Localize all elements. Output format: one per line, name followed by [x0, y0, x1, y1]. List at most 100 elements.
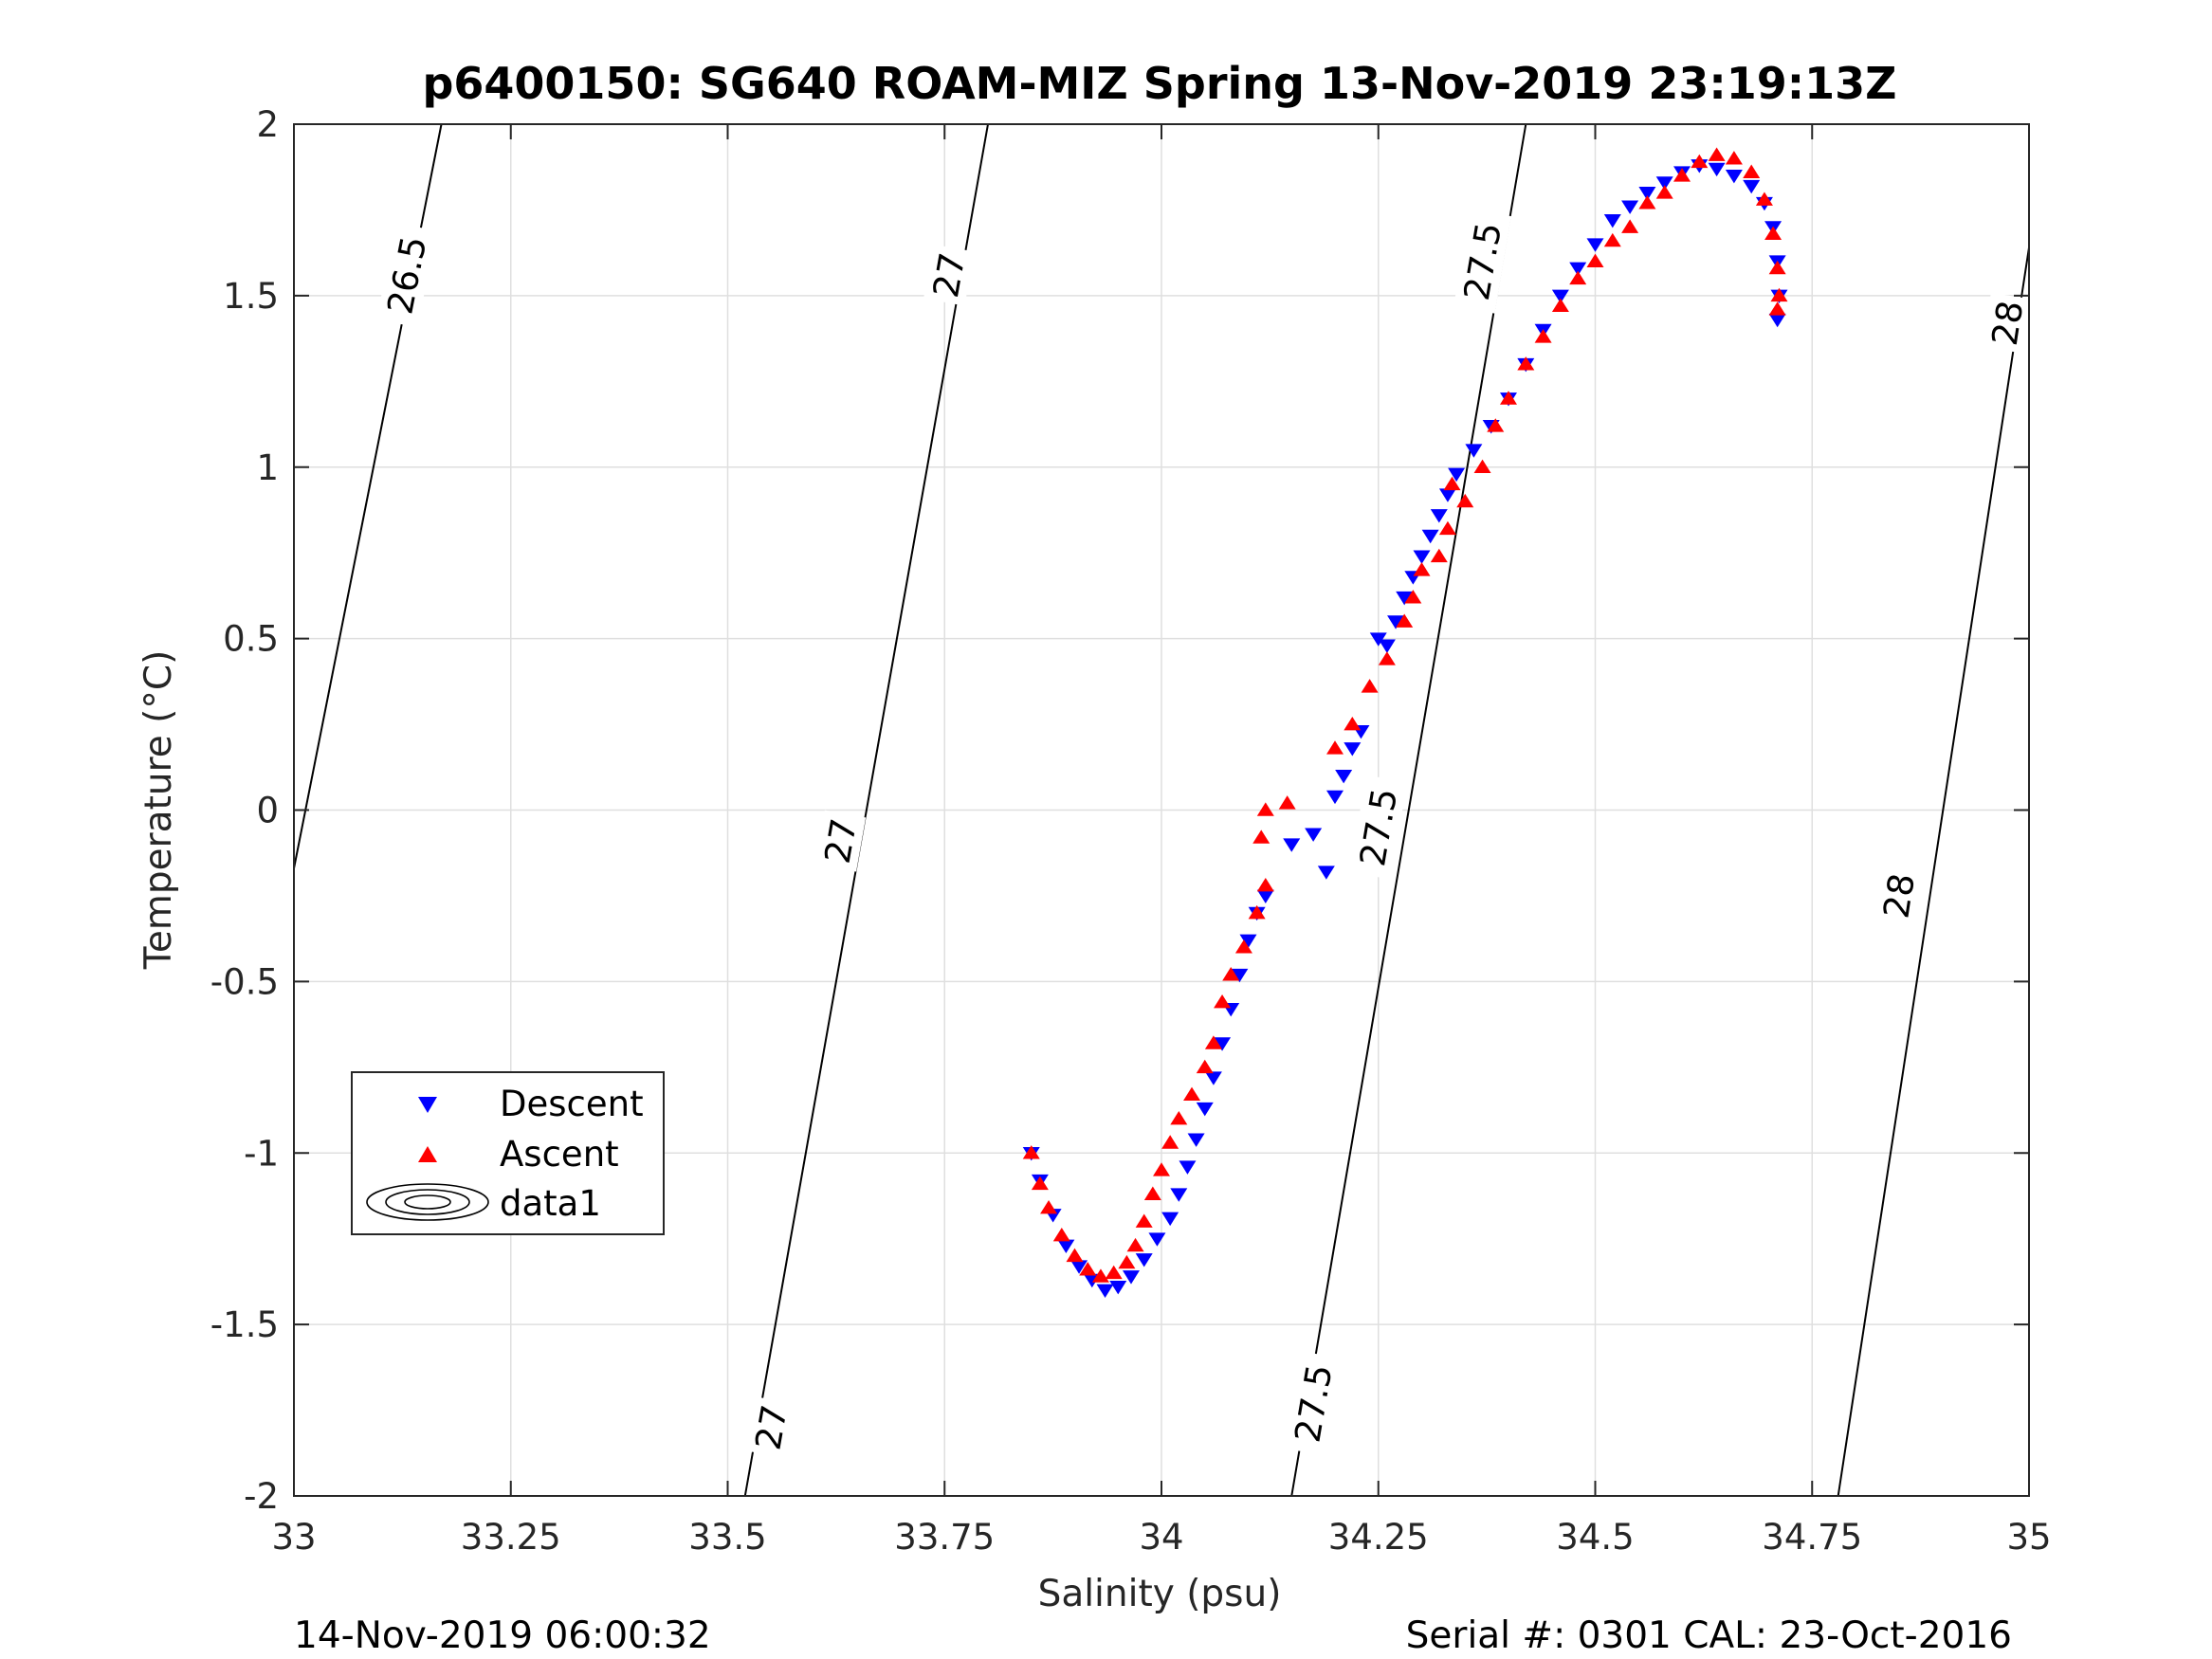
ascent-point-10 [1135, 1213, 1153, 1228]
svg-text:28: 28 [1984, 298, 2032, 348]
ascent-point-6 [1091, 1268, 1109, 1283]
y-tick-label-5: 0.5 [223, 619, 279, 660]
descent-point-20 [1239, 934, 1257, 949]
ascent-point-13 [1161, 1135, 1179, 1149]
ascent-point-41 [1534, 329, 1552, 343]
ascent-point-56 [1768, 260, 1786, 275]
descent-point-28 [1344, 742, 1362, 757]
x-tick-label-0: 33 [271, 1517, 316, 1558]
legend-contour-icon [366, 1183, 489, 1221]
ascent-point-33 [1430, 548, 1448, 563]
ascent-point-11 [1143, 1186, 1161, 1200]
ascent-point-21 [1248, 904, 1266, 920]
x-tick-label-8: 35 [2006, 1517, 2051, 1558]
contour-label-27-1: 27 [814, 810, 867, 872]
descent-point-30 [1369, 632, 1387, 647]
descent-point-19 [1231, 968, 1249, 983]
y-tick-label-8: 2 [256, 104, 279, 145]
ascent-point-46 [1621, 219, 1639, 233]
x-axis-label: Salinity (psu) [1038, 1573, 1282, 1615]
ascent-point-1 [1031, 1176, 1049, 1191]
ascent-point-53 [1743, 164, 1761, 178]
ascent-point-20 [1234, 939, 1252, 954]
descent-point-36 [1421, 529, 1439, 544]
ascent-point-35 [1443, 476, 1461, 491]
descent-point-11 [1161, 1212, 1179, 1227]
ascent-point-51 [1708, 147, 1726, 161]
ascent-point-23 [1252, 830, 1271, 844]
descent-point-6 [1096, 1284, 1114, 1299]
descent-point-15 [1196, 1102, 1214, 1117]
descent-point-3 [1057, 1239, 1075, 1254]
contour-label-28-1: 28 [1982, 292, 2033, 354]
descent-point-24 [1305, 828, 1323, 842]
descent-point-22 [1256, 889, 1274, 904]
ascent-point-54 [1755, 191, 1773, 206]
svg-text:27: 27 [747, 1402, 795, 1453]
ascent-point-40 [1517, 356, 1535, 371]
ascent-point-37 [1473, 459, 1491, 474]
y-axis-label: Temperature (°C) [137, 650, 180, 971]
ascent-point-24 [1256, 802, 1274, 816]
descent-point-13 [1179, 1160, 1197, 1175]
ascent-point-30 [1396, 613, 1414, 628]
descent-point-7 [1109, 1281, 1127, 1295]
descent-point-39 [1448, 467, 1466, 483]
isopycnal-27-5 [1290, 123, 1527, 1497]
descent-point-10 [1148, 1232, 1166, 1247]
descent-point-40 [1465, 444, 1483, 458]
ascent-point-36 [1456, 493, 1474, 508]
grid [293, 123, 2030, 1497]
ascent-point-17 [1204, 1035, 1222, 1049]
ascent-point-0 [1022, 1145, 1040, 1159]
ascent-point-12 [1153, 1162, 1170, 1176]
descent-point-48 [1603, 213, 1621, 228]
ascent-series [1022, 147, 1788, 1283]
ascent-point-38 [1487, 418, 1505, 432]
x-tick-label-4: 34 [1139, 1517, 1183, 1558]
descent-point-50 [1638, 187, 1656, 201]
descent-point-49 [1621, 200, 1639, 214]
descent-point-8 [1122, 1270, 1140, 1285]
descent-point-47 [1586, 238, 1604, 252]
contour-label-28-0: 28 [1874, 865, 1924, 926]
ascent-point-39 [1500, 391, 1517, 405]
y-tick-label-1: -1.5 [210, 1304, 279, 1345]
ascent-point-26 [1326, 740, 1344, 755]
x-tick-label-5: 34.25 [1328, 1517, 1429, 1558]
legend-descent-marker [418, 1097, 437, 1113]
ascent-point-8 [1118, 1254, 1136, 1269]
x-tick-label-7: 34.75 [1762, 1517, 1862, 1558]
ascent-point-14 [1170, 1110, 1188, 1125]
ascent-point-5 [1079, 1262, 1097, 1276]
svg-text:27: 27 [925, 249, 974, 301]
axes: 33 33.25 33.5 33.75 34 34.25 34.5 34.75 35 -2 -1.5… [210, 104, 2052, 1558]
ascent-point-3 [1052, 1227, 1070, 1242]
ascent-point-45 [1603, 232, 1621, 247]
descent-point-35 [1413, 550, 1431, 564]
legend-descent-label: Descent [500, 1084, 644, 1124]
ascent-point-48 [1655, 185, 1673, 199]
ascent-point-18 [1214, 994, 1232, 1009]
x-tick-label-2: 33.5 [688, 1517, 766, 1558]
isopycnal-28 [1837, 247, 2030, 1497]
x-tick-label-6: 34.5 [1556, 1517, 1634, 1558]
ascent-point-34 [1438, 520, 1456, 536]
descent-point-46 [1569, 262, 1587, 277]
descent-point-45 [1551, 289, 1569, 303]
svg-text:27: 27 [817, 815, 866, 866]
contour-label-27-0: 27 [745, 1396, 796, 1459]
descent-point-23 [1283, 838, 1301, 852]
ascent-point-43 [1569, 270, 1587, 285]
y-tick-label-6: 1 [256, 447, 279, 488]
descent-point-37 [1430, 509, 1448, 523]
ascent-point-52 [1725, 151, 1743, 165]
ascent-point-25 [1278, 795, 1296, 810]
descent-point-17 [1214, 1037, 1232, 1051]
ascent-point-27 [1344, 716, 1362, 731]
descent-point-38 [1438, 488, 1456, 502]
y-tick-label-4: 0 [256, 791, 279, 831]
descent-point-33 [1396, 591, 1414, 606]
ascent-point-16 [1196, 1059, 1214, 1074]
